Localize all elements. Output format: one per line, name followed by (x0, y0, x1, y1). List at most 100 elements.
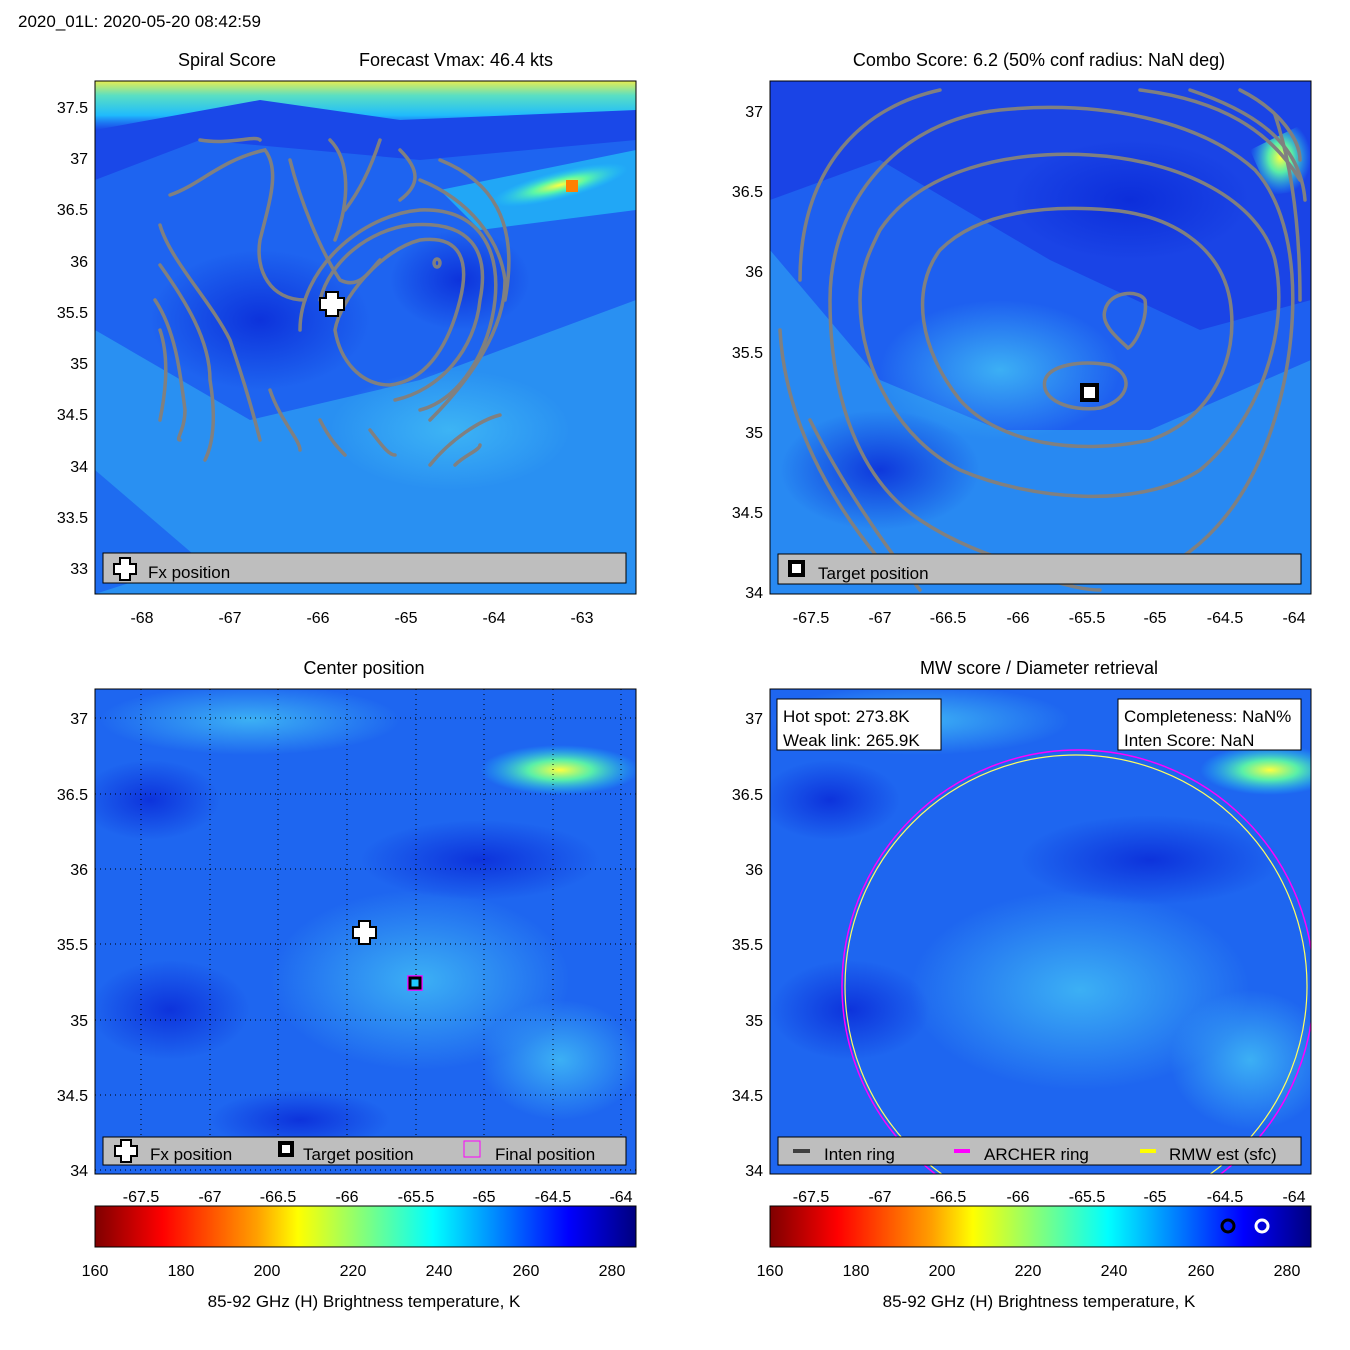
tick: -65 (1143, 1189, 1166, 1206)
mw-legend-inten: Inten ring (824, 1145, 895, 1164)
mw-y-ticks: 37 36.5 36 35.5 35 34.5 34 (732, 711, 763, 1180)
tick: 36.5 (732, 787, 763, 804)
tick: 37 (70, 711, 88, 728)
fx-legend-icon (114, 1139, 138, 1163)
mw-legend: Inten ring ARCHER ring RMW est (sfc) (777, 1136, 1302, 1166)
tick: 200 (929, 1263, 956, 1280)
tick: 35 (70, 356, 88, 373)
rmw-ring (844, 754, 1308, 1174)
tick: 33 (70, 561, 88, 578)
combo-x-ticks: -67.5 -67 -66.5 -66 -65.5 -65 -64.5 -64 (793, 610, 1306, 627)
combo-heatmap (770, 81, 1311, 594)
tick: 36 (70, 254, 88, 271)
tick: 34 (70, 459, 88, 476)
archer-ring (841, 749, 1311, 1174)
mw-legend-archer: ARCHER ring (984, 1145, 1089, 1164)
spiral-legend-fx: Fx position (148, 563, 230, 582)
tick: 36.5 (57, 202, 88, 219)
center-y-ticks: 37 36.5 36 35.5 35 34.5 34 (57, 711, 88, 1180)
combo-contours (778, 88, 1307, 592)
combo-title: Combo Score: 6.2 (50% conf radius: NaN d… (853, 50, 1225, 70)
spiral-legend: Fx position (102, 552, 627, 584)
tick: -64 (1282, 610, 1305, 627)
target-legend-icon (278, 1141, 294, 1157)
tick: 33.5 (57, 510, 88, 527)
tick: -65 (394, 610, 417, 627)
spiral-vmax: Forecast Vmax: 46.4 kts (359, 50, 553, 70)
completeness-text: Completeness: NaN% (1124, 707, 1291, 726)
tick: 34.5 (732, 1088, 763, 1105)
tick: 34 (745, 1163, 763, 1180)
tick: 37 (70, 151, 88, 168)
panel-spiral-score: Spiral Score Forecast Vmax: 46.4 kts (57, 50, 637, 627)
tick: 240 (426, 1263, 453, 1280)
final-legend-icon (463, 1140, 481, 1158)
tick: -65.5 (1069, 1189, 1106, 1206)
mw-legend-rmw: RMW est (sfc) (1169, 1145, 1277, 1164)
tick: -64.5 (1207, 610, 1244, 627)
center-legend-final: Final position (495, 1145, 595, 1164)
tick: 34.5 (57, 407, 88, 424)
spiral-heatmap (95, 81, 636, 594)
tick: -65.5 (398, 1189, 435, 1206)
tick: -66 (335, 1189, 358, 1206)
center-heatmap (95, 689, 636, 1174)
mw-heatmap (770, 689, 1311, 1174)
center-grid (95, 689, 636, 1174)
tick: 260 (513, 1263, 540, 1280)
tick: 240 (1101, 1263, 1128, 1280)
center-fx-marker (352, 920, 377, 945)
tick: 34.5 (57, 1088, 88, 1105)
target-legend-icon (788, 560, 805, 577)
colorbar-label: 85-92 GHz (H) Brightness temperature, K (208, 1292, 521, 1311)
spiral-fx-marker (319, 291, 345, 317)
center-x-ticks: -67.5 -67 -66.5 -66 -65.5 -65 -64.5 -64 (123, 1189, 633, 1206)
tick: 35.5 (732, 937, 763, 954)
tick: 34 (745, 585, 763, 602)
tick: 37 (745, 711, 763, 728)
combo-legend-target: Target position (818, 564, 929, 583)
tick: 280 (599, 1263, 626, 1280)
hot-spot-marker (1254, 1218, 1270, 1234)
spiral-contours (153, 136, 511, 467)
tick: -67.5 (793, 1189, 830, 1206)
tick: -64 (482, 610, 505, 627)
inten-score-text: Inten Score: NaN (1124, 731, 1254, 750)
tick: 220 (1015, 1263, 1042, 1280)
tick: -67.5 (123, 1189, 160, 1206)
colorbar-right: 160 180 200 220 240 260 280 85-92 GHz (H… (757, 1205, 1312, 1311)
tick: -66.5 (930, 610, 967, 627)
tick: 180 (168, 1263, 195, 1280)
colorbar-label: 85-92 GHz (H) Brightness temperature, K (883, 1292, 1196, 1311)
tick: 36 (745, 862, 763, 879)
tick: -68 (130, 610, 153, 627)
tick: 35.5 (57, 305, 88, 322)
tick: 160 (82, 1263, 109, 1280)
combo-y-ticks: 37 36.5 36 35.5 35 34.5 34 (732, 104, 763, 602)
tick: -66 (306, 610, 329, 627)
tick: -64.5 (1207, 1189, 1244, 1206)
tick: -67 (218, 610, 241, 627)
spiral-y-ticks: 37.5 37 36.5 36 35.5 35 34.5 34 33.5 33 (57, 100, 88, 578)
fx-legend-icon (113, 557, 137, 581)
center-legend-target: Target position (303, 1145, 414, 1164)
mw-x-ticks: -67.5 -67 -66.5 -66 -65.5 -65 -64.5 -64 (793, 1189, 1306, 1206)
tick: 180 (843, 1263, 870, 1280)
tick: -65 (472, 1189, 495, 1206)
tick: -66 (1006, 610, 1029, 627)
tick: -64 (609, 1189, 632, 1206)
tick: 37.5 (57, 100, 88, 117)
tick: -67 (198, 1189, 221, 1206)
tick: 35.5 (57, 937, 88, 954)
figure-title: 2020_01L: 2020-05-20 08:42:59 (18, 12, 261, 31)
tick: 260 (1188, 1263, 1215, 1280)
tick: 34 (70, 1163, 88, 1180)
center-final-marker (407, 975, 423, 991)
panel-mw-score: MW score / Diameter retrieval Hot spot: … (732, 658, 1312, 1206)
tick: 36 (70, 862, 88, 879)
tick: -65 (1143, 610, 1166, 627)
tick: -67 (868, 1189, 891, 1206)
tick: 36.5 (732, 184, 763, 201)
tick: 34.5 (732, 505, 763, 522)
